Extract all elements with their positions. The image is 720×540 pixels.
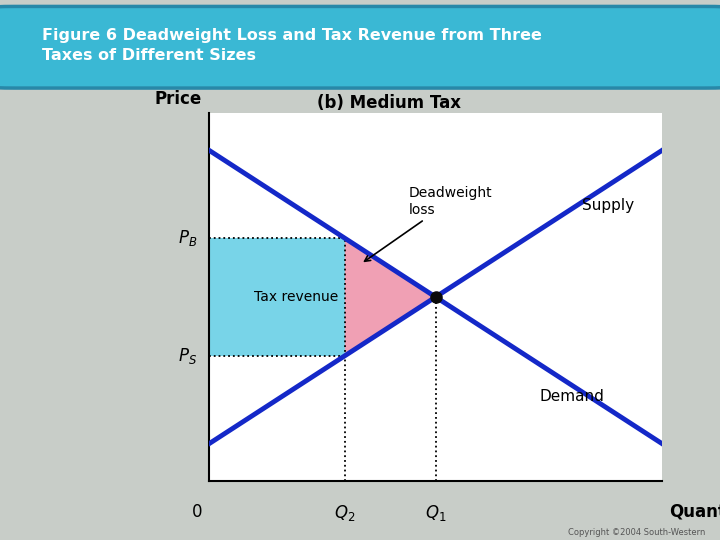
Text: Quantity: Quantity [669,503,720,521]
FancyBboxPatch shape [0,6,720,88]
Text: $Q_1$: $Q_1$ [425,503,446,523]
Text: $P_B$: $P_B$ [178,228,197,248]
Text: Supply: Supply [582,198,634,213]
Text: Tax revenue: Tax revenue [254,290,338,304]
Polygon shape [345,238,436,356]
Text: Price: Price [155,90,202,108]
Polygon shape [209,238,345,356]
Text: Demand: Demand [539,389,604,403]
Text: 0: 0 [192,503,203,521]
Text: (b) Medium Tax: (b) Medium Tax [317,94,461,112]
Text: Deadweight
loss: Deadweight loss [364,186,492,261]
Text: $Q_2$: $Q_2$ [334,503,356,523]
Text: $P_S$: $P_S$ [179,346,197,366]
Text: Copyright ©2004 South-Western: Copyright ©2004 South-Western [568,528,706,537]
Text: Figure 6 Deadweight Loss and Tax Revenue from Three
Taxes of Different Sizes: Figure 6 Deadweight Loss and Tax Revenue… [42,29,542,63]
